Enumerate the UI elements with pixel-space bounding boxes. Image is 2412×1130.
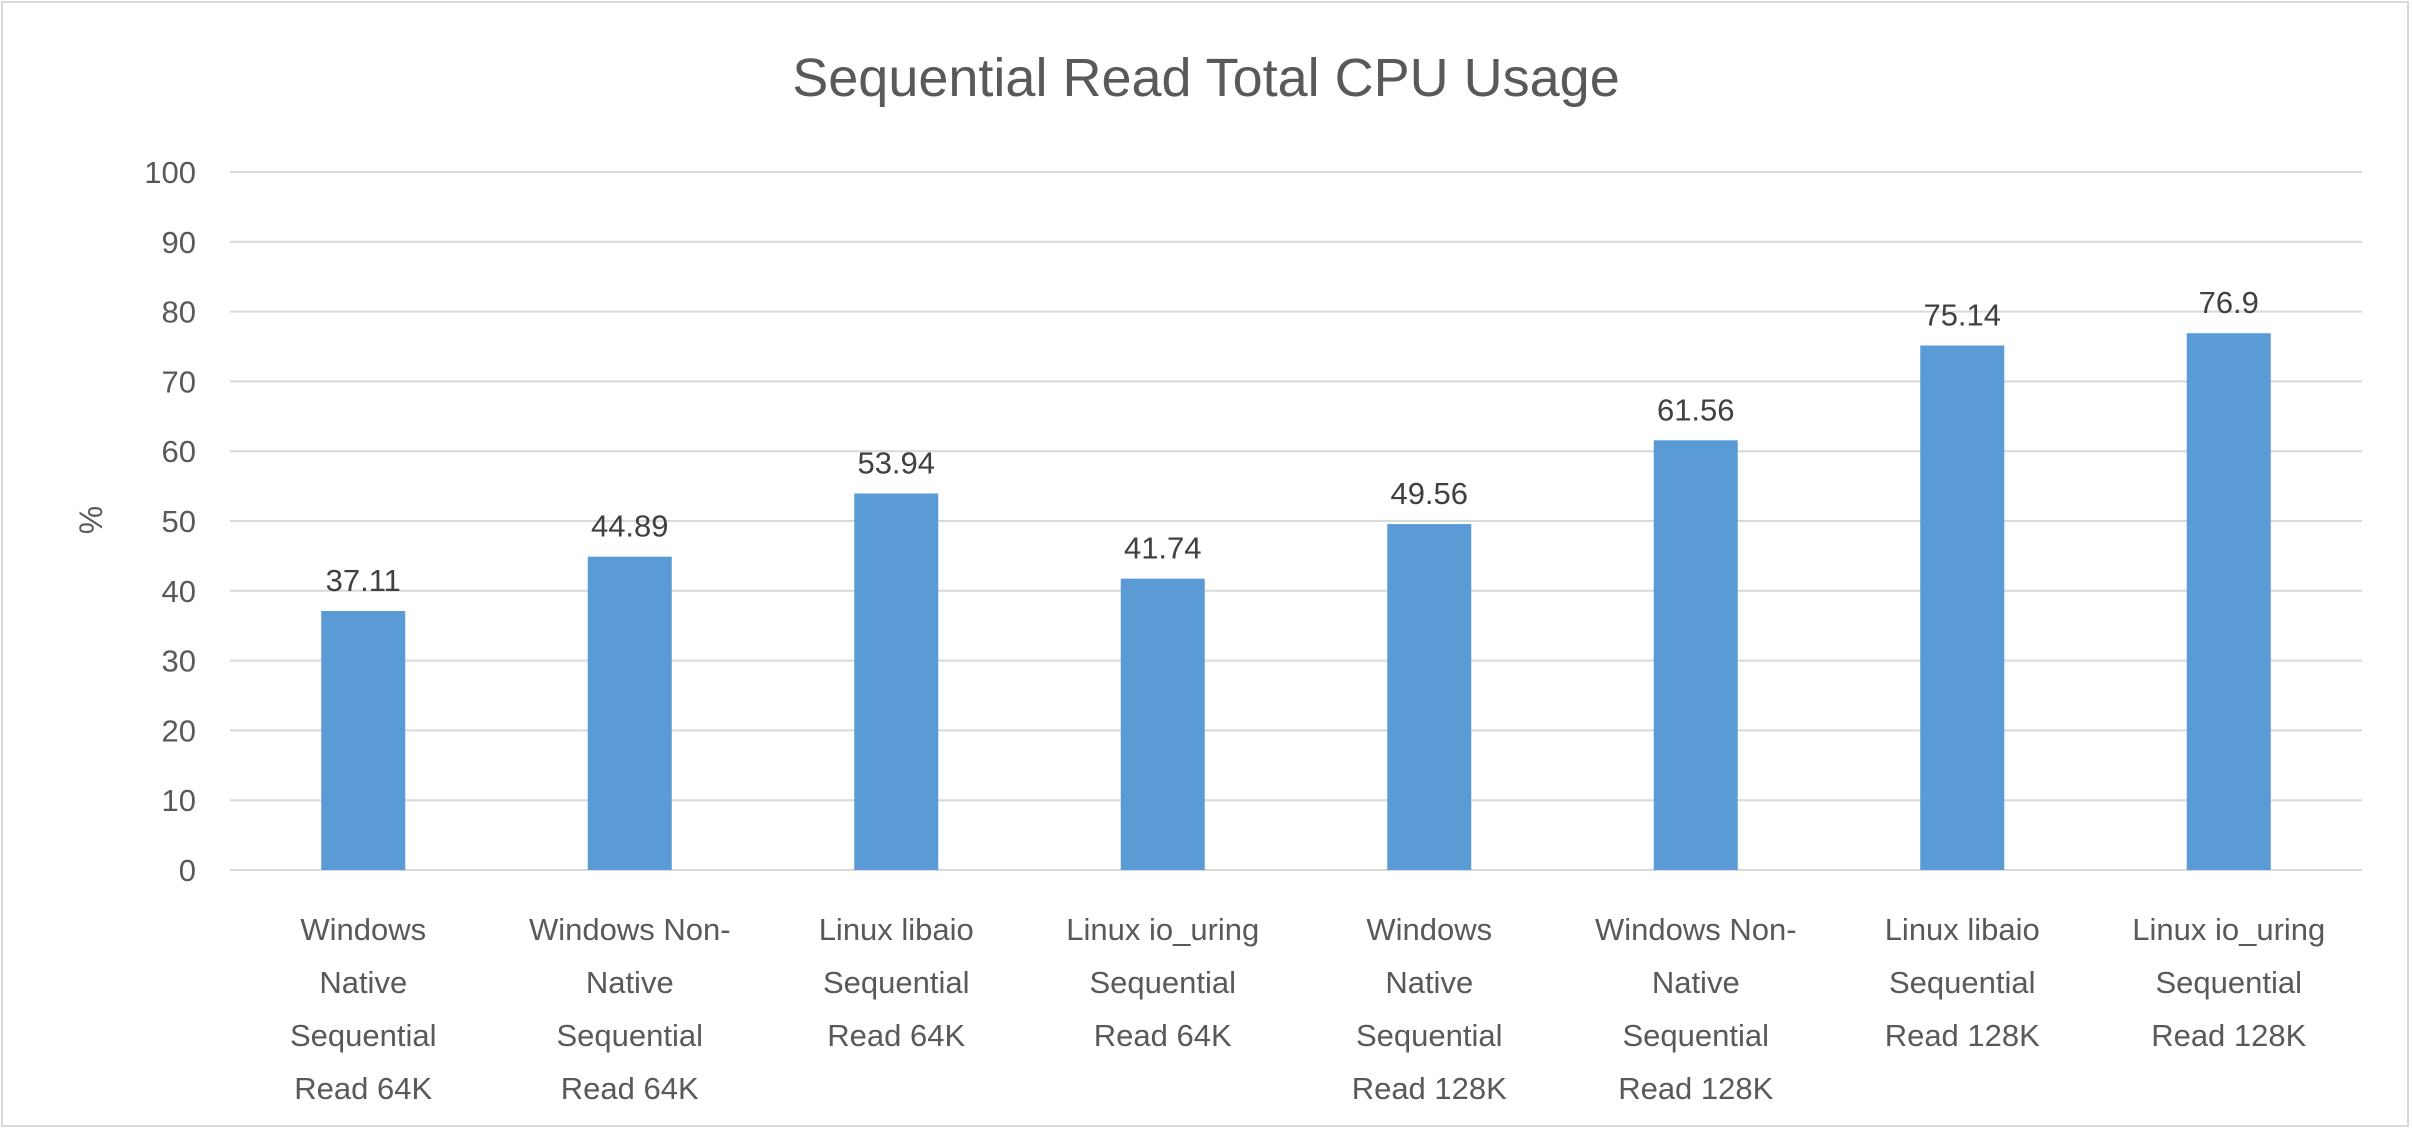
- x-tick-label: Windows: [1366, 912, 1492, 947]
- bar: [2186, 333, 2271, 870]
- x-tick-label: Sequential: [290, 1018, 437, 1053]
- x-tick-label: Sequential: [1622, 1018, 1769, 1053]
- x-tick-label: Sequential: [1356, 1018, 1503, 1053]
- data-label: 61.56: [1657, 392, 1735, 427]
- y-tick-label: 90: [162, 225, 196, 260]
- x-tick-label: Linux libaio: [819, 912, 974, 947]
- chart-title: Sequential Read Total CPU Usage: [792, 48, 1620, 108]
- x-tick-label: Sequential: [1889, 965, 2036, 1000]
- bar: [854, 493, 939, 870]
- x-tick-label: Native: [1652, 965, 1740, 1000]
- y-tick-label: 50: [162, 504, 196, 539]
- y-tick-label: 40: [162, 574, 196, 609]
- y-tick-label: 100: [144, 155, 196, 190]
- x-tick-labels: Windows Native Sequential Read 64K Windows N…: [290, 912, 2325, 1106]
- x-tick-label: Sequential: [823, 965, 970, 1000]
- y-tick-label: 70: [162, 364, 196, 399]
- bar: [1120, 578, 1205, 870]
- data-label: 53.94: [857, 445, 935, 480]
- x-tick-label: Native: [1385, 965, 1473, 1000]
- gridlines: [230, 171, 2362, 871]
- x-tick-label: Read 128K: [2151, 1018, 2306, 1053]
- y-tick-label: 80: [162, 295, 196, 330]
- data-labels: 37.11 44.89 53.94 41.74 49.56 61.56 75.14 76.9: [326, 285, 2259, 598]
- x-tick-label: Native: [586, 965, 674, 1000]
- x-tick-label: Sequential: [556, 1018, 703, 1053]
- y-tick-label: 30: [162, 644, 196, 679]
- x-tick-label: Sequential: [1089, 965, 1236, 1000]
- data-label: 75.14: [1923, 298, 2001, 333]
- bar: [1387, 524, 1472, 870]
- y-tick-label: 20: [162, 713, 196, 748]
- data-label: 41.74: [1124, 531, 1202, 566]
- x-tick-label: Linux io_uring: [1066, 912, 1259, 947]
- x-tick-label: Read 128K: [1352, 1071, 1507, 1106]
- x-tick-label: Linux libaio: [1885, 912, 2040, 947]
- x-tick-label: Windows Non-: [1595, 912, 1797, 947]
- data-label: 44.89: [591, 509, 669, 544]
- y-tick-labels: 0 10 20 30 40 50 60 70 80 90 100: [144, 155, 196, 888]
- bar: [587, 556, 672, 870]
- x-tick-label: Read 64K: [294, 1071, 432, 1106]
- x-tick-label: Read 128K: [1885, 1018, 2040, 1053]
- x-tick-label: Sequential: [2155, 965, 2302, 1000]
- x-tick-label: Native: [319, 965, 407, 1000]
- data-label: 37.11: [326, 563, 401, 598]
- y-tick-label: 0: [179, 853, 196, 888]
- bars: [321, 333, 2271, 870]
- x-tick-label: Linux io_uring: [2132, 912, 2325, 947]
- y-axis-label: %: [73, 506, 109, 534]
- x-tick-label: Read 64K: [1094, 1018, 1232, 1053]
- y-tick-label: 60: [162, 434, 196, 469]
- bar: [1920, 345, 2005, 870]
- bar: [1653, 440, 1738, 870]
- x-tick-label: Read 64K: [827, 1018, 965, 1053]
- x-tick-label: Read 128K: [1618, 1071, 1773, 1106]
- x-tick-label: Read 64K: [561, 1071, 699, 1106]
- y-tick-label: 10: [162, 783, 196, 818]
- bar: [321, 610, 406, 870]
- data-label: 76.9: [2199, 285, 2259, 320]
- x-tick-label: Windows: [300, 912, 426, 947]
- x-tick-label: Windows Non-: [529, 912, 731, 947]
- data-label: 49.56: [1390, 476, 1468, 511]
